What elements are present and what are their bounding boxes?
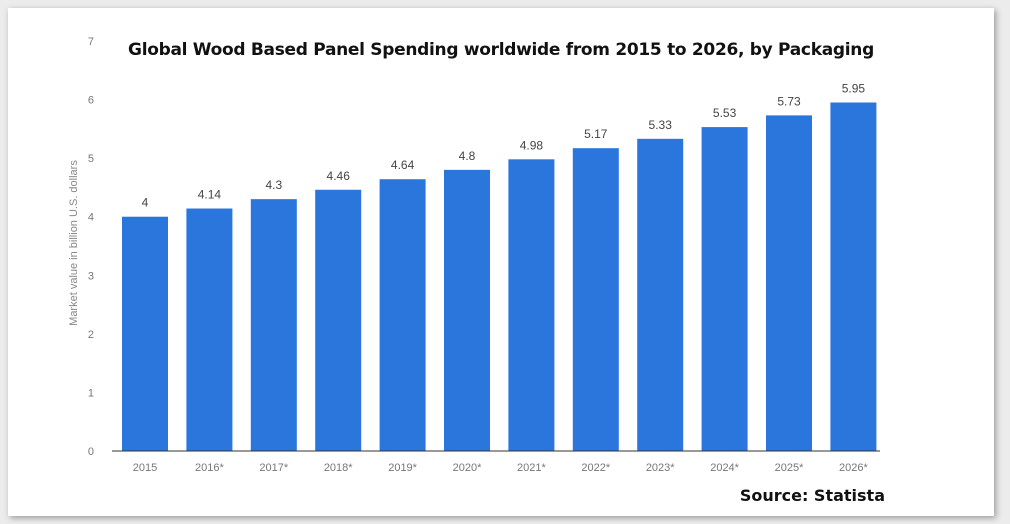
x-tick-label: 2026* (839, 462, 868, 474)
chart-frame (8, 8, 994, 516)
data-label: 5.33 (649, 118, 673, 132)
data-labels: 4 4.14 4.3 4.46 4.64 4.8 4.98 5.17 5.33 5.53 5.73 5… (142, 82, 866, 210)
x-tick-label: 2023* (646, 462, 675, 474)
source-label: Source: Statista (739, 486, 885, 505)
y-axis-ticks: 0 1 2 3 4 5 6 7 (88, 36, 94, 458)
bar (444, 169, 490, 451)
x-axis-ticks: 2015 2016* 2017* 2018* 2019* 2020* 2021* 2022* 2… (133, 462, 869, 474)
data-label: 4.3 (265, 178, 282, 192)
bars (122, 102, 877, 452)
x-tick-label: 2020* (453, 462, 482, 474)
data-label: 5.73 (777, 94, 801, 108)
bar (122, 216, 168, 451)
x-tick-label: 2016* (195, 462, 224, 474)
bar (186, 208, 233, 451)
y-tick-label: 7 (88, 36, 94, 48)
bar (250, 199, 297, 451)
x-tick-label: 2019* (388, 462, 417, 474)
data-label: 4.8 (459, 149, 476, 163)
bar (315, 189, 362, 451)
x-tick-label: 2024* (710, 462, 739, 474)
x-tick-label: 2017* (259, 462, 288, 474)
y-tick-label: 5 (88, 153, 94, 165)
bar (508, 159, 555, 452)
bar (572, 148, 619, 451)
data-label: 4.14 (198, 188, 222, 202)
data-label: 4.46 (327, 169, 351, 183)
y-tick-label: 1 (88, 387, 94, 399)
data-label: 4.98 (520, 138, 544, 152)
bar (766, 115, 812, 451)
y-tick-label: 0 (88, 446, 94, 458)
x-tick-label: 2025* (775, 462, 804, 474)
x-tick-label: 2015 (133, 462, 157, 474)
x-tick-label: 2022* (581, 462, 610, 474)
bar (830, 102, 877, 451)
x-tick-label: 2021* (517, 462, 546, 474)
data-label: 4 (142, 196, 149, 210)
y-axis-label: Market value in billion U.S. dollars (68, 160, 80, 326)
data-label: 5.53 (713, 106, 737, 120)
y-tick-label: 3 (88, 270, 94, 282)
y-tick-label: 2 (88, 329, 94, 341)
data-label: 5.17 (584, 127, 608, 141)
y-tick-label: 4 (88, 212, 94, 224)
bar (379, 179, 426, 451)
x-tick-label: 2018* (324, 462, 353, 474)
data-label: 4.64 (391, 158, 415, 172)
bar (637, 138, 684, 452)
chart-title: Global Wood Based Panel Spending worldwi… (128, 40, 874, 60)
bar (701, 127, 748, 451)
y-tick-label: 6 (88, 95, 94, 107)
data-label: 5.95 (842, 82, 866, 96)
